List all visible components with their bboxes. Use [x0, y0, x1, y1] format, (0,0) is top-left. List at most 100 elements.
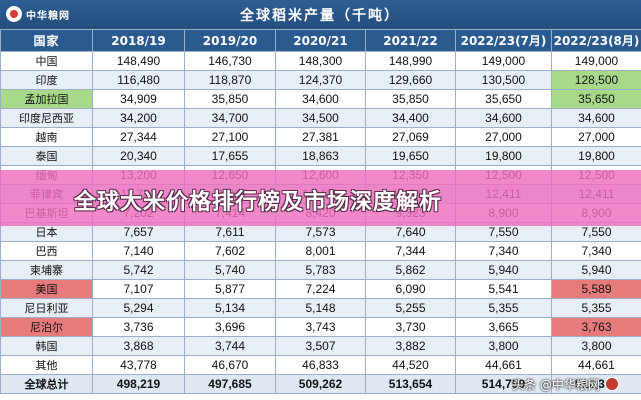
- logo-icon: [6, 6, 22, 22]
- total-label: 全球总计: [0, 374, 93, 394]
- site-logo[interactable]: 中华粮网: [6, 5, 70, 23]
- value-cell: 5,255: [365, 298, 456, 318]
- table-row: 孟加拉国 34,909 35,850 34,600 35,850 35,650 35,650: [0, 89, 641, 109]
- value-cell: 7,140: [92, 241, 185, 261]
- table-row: 日本 7,657 7,611 7,573 7,640 7,550 7,550: [0, 222, 641, 242]
- value-cell: 7,224: [275, 279, 366, 299]
- value-cell: 148,990: [365, 51, 456, 71]
- value-cell: 3,800: [551, 336, 641, 356]
- value-cell: 3,736: [92, 317, 185, 337]
- table-row: 柬埔寨 5,742 5,740 5,783 5,862 5,940 5,940: [0, 260, 641, 280]
- value-cell: 19,650: [365, 146, 456, 166]
- value-cell: 130,500: [455, 70, 552, 90]
- value-cell: 43,778: [92, 355, 185, 375]
- value-cell: 27,069: [365, 127, 456, 147]
- value-cell: 3,730: [365, 317, 456, 337]
- country-cell: 其他: [0, 355, 93, 375]
- table-row: 印度尼西亚 34,200 34,700 34,500 34,400 34,600 34,60…: [0, 108, 641, 128]
- value-cell: 34,600: [455, 108, 552, 128]
- country-cell: 尼泊尔: [0, 317, 93, 337]
- header-row: 国家 2018/19 2019/20 2020/21 2021/22 2022/23(7月…: [0, 29, 641, 52]
- total-value-cell: 512,339: [551, 374, 641, 394]
- table-row: 韩国 3,868 3,744 3,507 3,882 3,800 3,800: [0, 336, 641, 356]
- value-cell: 3,868: [92, 336, 185, 356]
- banner-title: 全球大米价格排行榜及市场深度解析: [74, 190, 443, 215]
- rice-production-table: 国家 2018/19 2019/20 2020/21 2021/22 2022/23(7月…: [0, 29, 641, 394]
- value-cell: 7,107: [92, 279, 185, 299]
- value-cell: 27,381: [275, 127, 366, 147]
- table-body: 中国 148,490 146,730 148,300 148,990 149,000 149…: [0, 51, 641, 394]
- watermark-text: 头条 @中华粮网: [512, 377, 600, 392]
- value-cell: 5,134: [184, 298, 276, 318]
- table-row: 中国 148,490 146,730 148,300 148,990 149,000 149…: [0, 51, 641, 71]
- column-header-year: 2021/22: [365, 29, 456, 52]
- table-row: 印度 116,480 118,870 124,370 129,660 130,500 128…: [0, 70, 641, 90]
- country-cell: 印度: [0, 70, 93, 90]
- value-cell: 46,833: [275, 355, 366, 375]
- country-cell: 越南: [0, 127, 93, 147]
- value-cell: 34,500: [275, 108, 366, 128]
- value-cell: 3,744: [184, 336, 276, 356]
- table-row: 巴西 7,140 7,602 8,001 7,344 7,340 7,340: [0, 241, 641, 261]
- value-cell: 149,000: [455, 51, 552, 71]
- value-cell: 44,661: [455, 355, 552, 375]
- value-cell: 129,660: [365, 70, 456, 90]
- value-cell: 7,550: [551, 222, 641, 242]
- total-row: 全球总计 498,219 497,685 509,262 513,654 514,759 5…: [0, 374, 641, 394]
- value-cell: 148,300: [275, 51, 366, 71]
- value-cell: 27,100: [184, 127, 276, 147]
- table-row: 其他 43,778 46,670 46,833 44,520 44,661 44,661: [0, 355, 641, 375]
- value-cell: 5,541: [455, 279, 552, 299]
- value-cell: 34,600: [551, 108, 641, 128]
- value-cell: 5,862: [365, 260, 456, 280]
- value-cell: 5,940: [551, 260, 641, 280]
- value-cell: 34,400: [365, 108, 456, 128]
- value-cell: 3,763: [551, 317, 641, 337]
- value-cell: 7,340: [455, 241, 552, 261]
- value-cell: 27,000: [455, 127, 552, 147]
- country-cell: 韩国: [0, 336, 93, 356]
- value-cell: 35,850: [184, 89, 276, 109]
- column-header-year: 2022/23(7月): [455, 29, 552, 52]
- total-value-cell: 509,262: [275, 374, 366, 394]
- value-cell: 5,294: [92, 298, 185, 318]
- title-banner: [0, 170, 641, 226]
- value-cell: 5,742: [92, 260, 185, 280]
- value-cell: 3,882: [365, 336, 456, 356]
- total-value-cell: 513,654: [365, 374, 456, 394]
- column-header-year: 2018/19: [92, 29, 185, 52]
- value-cell: 7,602: [184, 241, 276, 261]
- value-cell: 5,740: [184, 260, 276, 280]
- value-cell: 34,700: [184, 108, 276, 128]
- value-cell: 27,344: [92, 127, 185, 147]
- value-cell: 6,090: [365, 279, 456, 299]
- country-cell: 尼日利亚: [0, 298, 93, 318]
- country-cell: 美国: [0, 279, 93, 299]
- country-cell: 印度尼西亚: [0, 108, 93, 128]
- value-cell: 35,650: [455, 89, 552, 109]
- value-cell: 5,355: [551, 298, 641, 318]
- column-header-year: 2022/23(8月): [551, 29, 641, 52]
- value-cell: 19,800: [551, 146, 641, 166]
- value-cell: 5,589: [551, 279, 641, 299]
- watermark-logo-icon: [604, 377, 619, 391]
- value-cell: 34,909: [92, 89, 185, 109]
- value-cell: 3,696: [184, 317, 276, 337]
- value-cell: 128,500: [551, 70, 641, 90]
- value-cell: 44,661: [551, 355, 641, 375]
- value-cell: 3,665: [455, 317, 552, 337]
- value-cell: 17,655: [184, 146, 276, 166]
- table-row: 越南 27,344 27,100 27,381 27,069 27,000 27,000: [0, 127, 641, 147]
- value-cell: 27,000: [551, 127, 641, 147]
- top-bar: 中华粮网 全球稻米产量（千吨）: [0, 0, 641, 29]
- value-cell: 20,340: [92, 146, 185, 166]
- value-cell: 3,743: [275, 317, 366, 337]
- value-cell: 46,670: [184, 355, 276, 375]
- value-cell: 116,480: [92, 70, 185, 90]
- value-cell: 5,877: [184, 279, 276, 299]
- value-cell: 18,863: [275, 146, 366, 166]
- value-cell: 34,600: [275, 89, 366, 109]
- value-cell: 3,507: [275, 336, 366, 356]
- country-cell: 柬埔寨: [0, 260, 93, 280]
